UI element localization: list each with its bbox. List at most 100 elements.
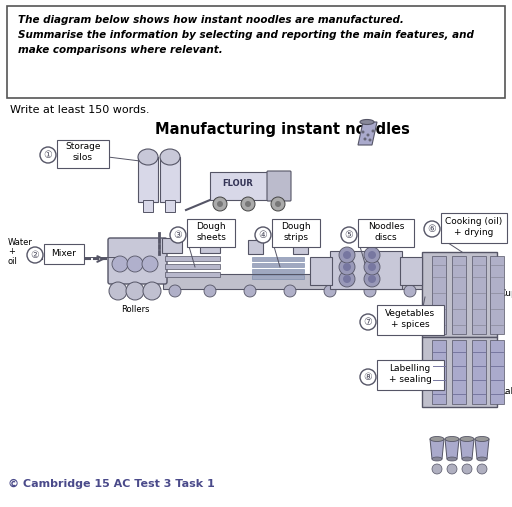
Text: Noodles
discs: Noodles discs — [368, 222, 404, 242]
Circle shape — [324, 285, 336, 297]
FancyBboxPatch shape — [165, 264, 220, 269]
Circle shape — [40, 147, 56, 163]
Circle shape — [424, 221, 440, 237]
Circle shape — [169, 285, 181, 297]
Ellipse shape — [447, 457, 457, 461]
Circle shape — [368, 275, 376, 283]
Circle shape — [126, 282, 144, 300]
FancyBboxPatch shape — [7, 6, 505, 98]
FancyBboxPatch shape — [165, 256, 220, 261]
Circle shape — [404, 285, 416, 297]
FancyBboxPatch shape — [165, 272, 220, 277]
FancyBboxPatch shape — [252, 257, 304, 261]
Circle shape — [343, 275, 351, 283]
Polygon shape — [358, 122, 377, 145]
Circle shape — [127, 256, 143, 272]
Circle shape — [368, 263, 376, 271]
FancyBboxPatch shape — [432, 340, 446, 404]
Ellipse shape — [138, 149, 158, 165]
FancyBboxPatch shape — [163, 274, 433, 289]
Text: The diagram below shows how instant noodles are manufactured.: The diagram below shows how instant nood… — [18, 15, 404, 25]
Circle shape — [447, 464, 457, 474]
Ellipse shape — [160, 149, 180, 165]
FancyBboxPatch shape — [108, 238, 167, 284]
Text: ⑧: ⑧ — [364, 372, 372, 382]
FancyBboxPatch shape — [187, 219, 235, 247]
Circle shape — [369, 138, 372, 141]
Circle shape — [245, 201, 251, 207]
Circle shape — [284, 285, 296, 297]
FancyBboxPatch shape — [422, 252, 497, 337]
Circle shape — [364, 285, 376, 297]
Circle shape — [364, 259, 380, 275]
FancyBboxPatch shape — [490, 256, 504, 334]
Circle shape — [275, 201, 281, 207]
Text: Rollers: Rollers — [121, 305, 150, 314]
Text: Mixer: Mixer — [52, 249, 76, 259]
Text: ⑦: ⑦ — [364, 317, 372, 327]
Circle shape — [109, 282, 127, 300]
FancyBboxPatch shape — [330, 251, 402, 289]
FancyBboxPatch shape — [472, 256, 486, 334]
Polygon shape — [475, 439, 489, 459]
Circle shape — [361, 130, 365, 133]
Circle shape — [372, 129, 374, 132]
FancyBboxPatch shape — [422, 337, 497, 407]
Polygon shape — [460, 439, 474, 459]
Text: ④: ④ — [259, 230, 267, 240]
Circle shape — [271, 197, 285, 211]
Circle shape — [143, 282, 161, 300]
Text: make comparisons where relevant.: make comparisons where relevant. — [18, 45, 223, 55]
Text: Manufacturing instant noodles: Manufacturing instant noodles — [155, 122, 410, 137]
Ellipse shape — [445, 437, 459, 442]
FancyBboxPatch shape — [165, 200, 175, 212]
FancyBboxPatch shape — [472, 340, 486, 404]
FancyBboxPatch shape — [252, 269, 304, 273]
Circle shape — [213, 197, 227, 211]
FancyBboxPatch shape — [293, 240, 308, 254]
FancyBboxPatch shape — [452, 340, 466, 404]
Text: Dough
strips: Dough strips — [281, 222, 311, 242]
Text: ①: ① — [44, 150, 52, 160]
FancyBboxPatch shape — [310, 257, 332, 285]
Circle shape — [217, 201, 223, 207]
Circle shape — [241, 197, 255, 211]
FancyBboxPatch shape — [44, 244, 84, 264]
Circle shape — [244, 285, 256, 297]
Circle shape — [142, 256, 158, 272]
Ellipse shape — [462, 457, 472, 461]
Circle shape — [360, 369, 376, 385]
Circle shape — [432, 464, 442, 474]
FancyBboxPatch shape — [162, 238, 182, 253]
FancyBboxPatch shape — [358, 219, 414, 247]
Text: Storage
silos: Storage silos — [65, 142, 101, 162]
Circle shape — [112, 256, 128, 272]
Circle shape — [360, 314, 376, 330]
Text: © Cambridge 15 AC Test 3 Task 1: © Cambridge 15 AC Test 3 Task 1 — [8, 479, 215, 489]
Text: ⑤: ⑤ — [345, 230, 353, 240]
FancyBboxPatch shape — [252, 275, 304, 279]
Ellipse shape — [475, 437, 489, 442]
FancyBboxPatch shape — [377, 360, 444, 390]
Circle shape — [368, 251, 376, 259]
FancyBboxPatch shape — [490, 340, 504, 404]
Polygon shape — [445, 439, 459, 459]
Circle shape — [339, 259, 355, 275]
FancyBboxPatch shape — [441, 213, 507, 243]
Ellipse shape — [430, 437, 444, 442]
Circle shape — [341, 227, 357, 243]
Circle shape — [477, 464, 487, 474]
Text: Cooking (oil)
+ drying: Cooking (oil) + drying — [445, 217, 503, 237]
Circle shape — [204, 285, 216, 297]
FancyBboxPatch shape — [452, 256, 466, 334]
Circle shape — [255, 227, 271, 243]
FancyBboxPatch shape — [432, 256, 446, 334]
FancyBboxPatch shape — [252, 263, 304, 267]
Text: Labelling
+ sealing: Labelling + sealing — [389, 364, 432, 384]
Polygon shape — [430, 439, 444, 459]
Ellipse shape — [360, 120, 374, 125]
Text: Write at least 150 words.: Write at least 150 words. — [10, 105, 150, 115]
Text: Summarise the information by selecting and reporting the main features, and: Summarise the information by selecting a… — [18, 30, 474, 40]
Text: FLOUR: FLOUR — [223, 179, 253, 189]
Ellipse shape — [460, 437, 474, 442]
